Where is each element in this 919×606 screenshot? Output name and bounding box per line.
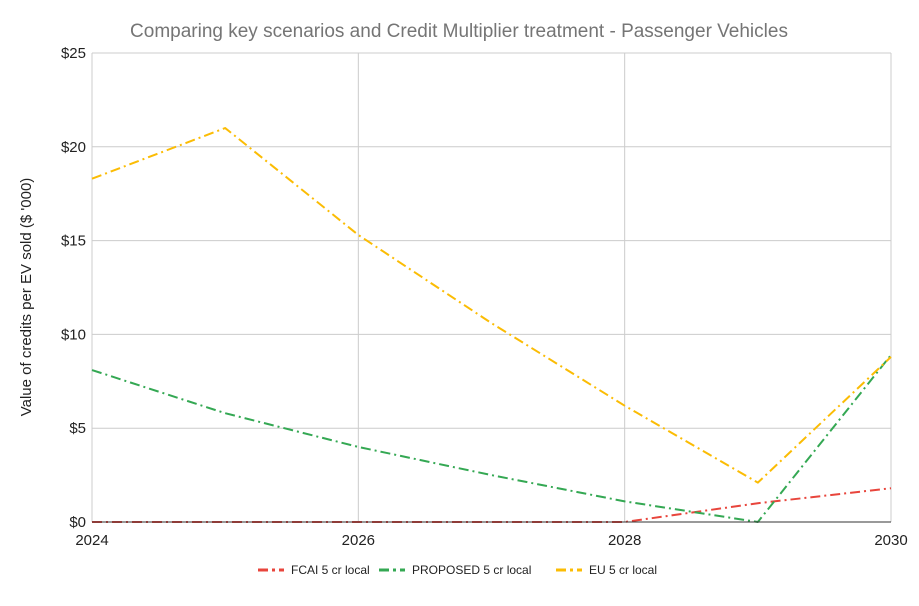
series-line-2 bbox=[91, 354, 892, 523]
legend-item: EU 5 cr local bbox=[556, 563, 657, 577]
y-tick-label: $15 bbox=[61, 233, 86, 250]
y-tick-label: $5 bbox=[69, 420, 86, 437]
x-tick-label: 2028 bbox=[608, 532, 641, 549]
legend-label: FCAI 5 cr local bbox=[291, 563, 370, 577]
x-tick-label: 2026 bbox=[342, 532, 375, 549]
legend-label: PROPOSED 5 cr local bbox=[412, 563, 531, 577]
x-tick-label: 2030 bbox=[874, 532, 907, 549]
series-lines bbox=[91, 127, 892, 523]
legend: FCAI 5 cr local PROPOSED 5 cr local EU 5 c… bbox=[258, 563, 657, 577]
y-tick-label: $0 bbox=[69, 514, 86, 531]
legend-label: EU 5 cr local bbox=[589, 563, 657, 577]
series-line-3 bbox=[91, 127, 892, 484]
chart-title: Comparing key scenarios and Credit Multi… bbox=[130, 21, 788, 42]
y-axis-label: Value of credits per EV sold ($ '000) bbox=[18, 178, 35, 417]
y-tick-labels: $0 $5 $10 $15 $20 $25 bbox=[61, 45, 86, 531]
legend-item: FCAI 5 cr local bbox=[258, 563, 370, 577]
series-line-1 bbox=[92, 487, 892, 523]
y-tick-label: $10 bbox=[61, 326, 86, 343]
y-tick-label: $20 bbox=[61, 139, 86, 156]
legend-item: PROPOSED 5 cr local bbox=[379, 563, 531, 577]
gridlines bbox=[91, 52, 892, 522]
x-tick-label: 2024 bbox=[75, 532, 108, 549]
x-tick-labels: 2024 2026 2028 2030 bbox=[75, 532, 907, 549]
y-tick-label: $25 bbox=[61, 45, 86, 62]
